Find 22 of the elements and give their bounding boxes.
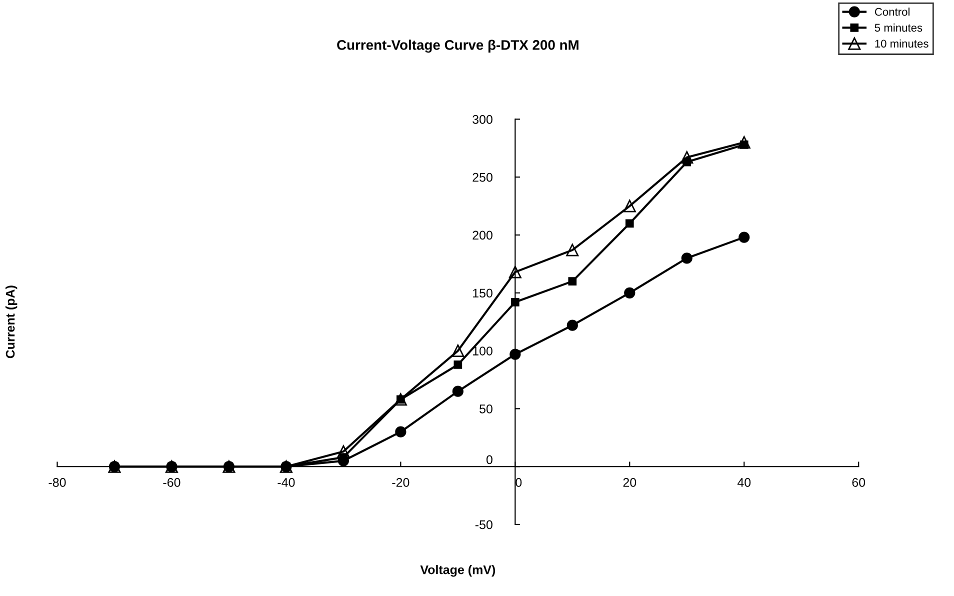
legend-label: 5 minutes xyxy=(874,24,922,32)
x-tick-label: 0 xyxy=(516,478,522,487)
x-tick-label: -60 xyxy=(163,478,180,487)
y-tick-label: -50 xyxy=(475,520,492,530)
x-tick-label: -20 xyxy=(392,478,410,487)
y-tick-label: 150 xyxy=(473,288,492,298)
x-tick-label: -40 xyxy=(278,478,295,487)
chart-title: Current-Voltage Curve β-DTX 200 nM xyxy=(337,40,578,53)
y-tick-label: 200 xyxy=(472,230,492,240)
x-axis-title: Voltage (mV) xyxy=(420,565,496,577)
y-tick-label: 100 xyxy=(473,346,492,356)
y-tick-label: 300 xyxy=(472,115,492,124)
legend-label: Control xyxy=(874,8,910,16)
y-tick-label: 0 xyxy=(486,455,492,464)
x-tick-label: -80 xyxy=(48,478,66,487)
y-axis-title: Current (pA) xyxy=(6,286,18,358)
x-tick-label: 20 xyxy=(623,478,636,487)
y-tick-label: 50 xyxy=(480,404,492,414)
legend-label: 10 minutes xyxy=(875,39,928,48)
x-tick-label: 40 xyxy=(737,478,751,487)
x-tick-label: 60 xyxy=(852,478,866,487)
y-tick-label: 250 xyxy=(472,172,492,182)
